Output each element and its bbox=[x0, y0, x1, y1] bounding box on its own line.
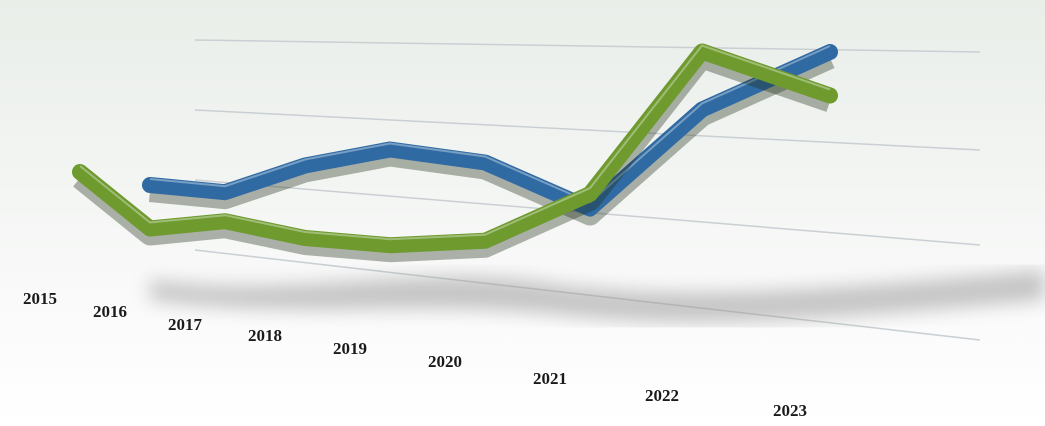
line bbox=[72, 43, 838, 254]
x-tick-label: 2022 bbox=[645, 386, 679, 405]
x-tick-label: 2017 bbox=[168, 315, 203, 334]
x-tick-label: 2015 bbox=[23, 289, 57, 308]
ribbon-highlight bbox=[149, 45, 831, 204]
x-tick-label: 2018 bbox=[248, 326, 282, 345]
ribbon-highlight bbox=[79, 44, 831, 241]
x-tick-label: 2021 bbox=[533, 369, 567, 388]
x-tick-label: 2023 bbox=[773, 401, 807, 420]
grid-line bbox=[194, 109, 981, 151]
line bbox=[142, 44, 838, 217]
shadow bbox=[150, 270, 1045, 323]
x-tick-label: 2016 bbox=[93, 302, 127, 321]
x-tick-label: 2019 bbox=[333, 339, 367, 358]
x-tick-label: 2020 bbox=[428, 352, 462, 371]
grid-line bbox=[194, 39, 981, 53]
